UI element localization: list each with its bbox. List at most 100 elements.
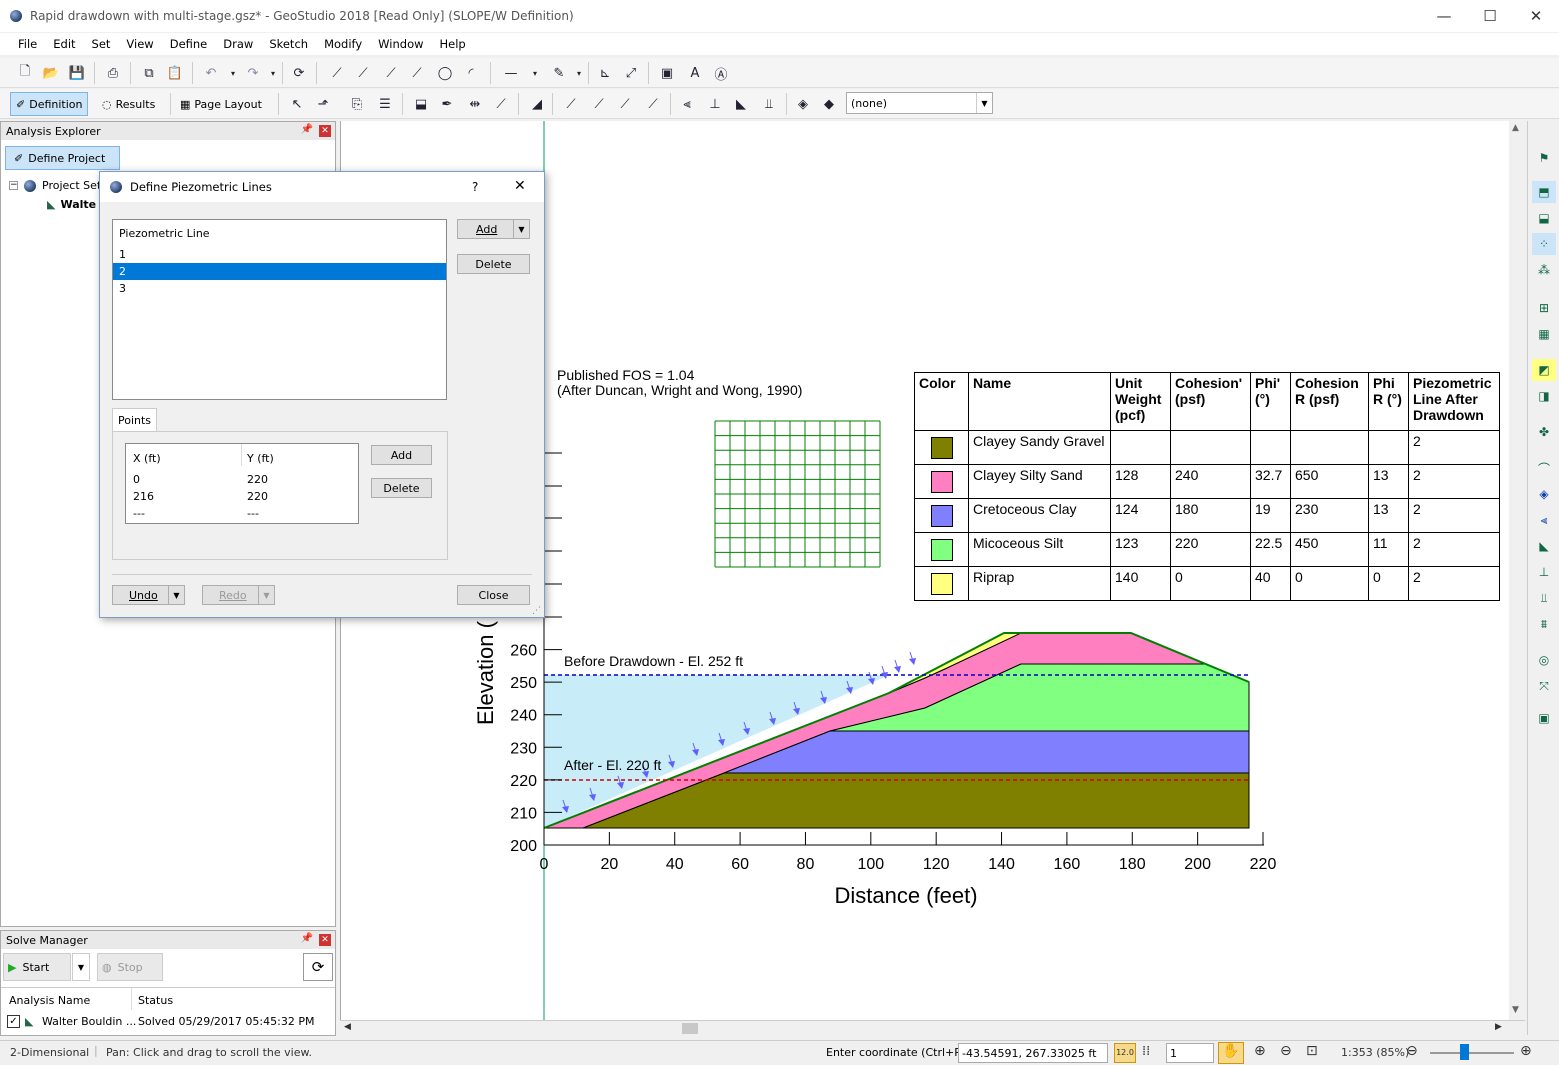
reinforcement-icon[interactable]: ⫫ <box>765 96 773 112</box>
ruler-icon[interactable]: 12.0 <box>1114 1043 1136 1063</box>
entry-exit-icon[interactable]: ⌒ <box>1537 461 1550 476</box>
menu-view[interactable]: View <box>126 37 154 51</box>
piezometric-line-item[interactable]: 1 <box>119 248 126 261</box>
analysis-checkbox[interactable]: ✓ <box>7 1015 20 1028</box>
menu-help[interactable]: Help <box>439 37 466 51</box>
save-icon[interactable]: 💾 <box>68 65 86 81</box>
table-grid-icon[interactable]: ▦ <box>1538 327 1550 341</box>
anchor-icon[interactable]: ⩩ <box>1540 616 1548 631</box>
label-icon[interactable]: Ⓐ <box>714 67 728 83</box>
redo-dropdown-icon[interactable]: ▾ <box>270 68 275 78</box>
properties-icon[interactable]: ☰ <box>379 96 391 112</box>
print-icon[interactable]: ⎙ <box>107 65 119 81</box>
chevron-down-icon[interactable]: ▼ <box>168 586 184 604</box>
close-icon[interactable]: ✕ <box>319 934 331 946</box>
scroll-up-icon[interactable]: ▲ <box>1512 123 1519 133</box>
scroll-down-icon[interactable]: ▼ <box>1512 1005 1519 1015</box>
text-icon[interactable]: A <box>690 65 700 81</box>
pan-hand-icon[interactable]: ✋ <box>1218 1042 1244 1064</box>
analysis-name-cell[interactable]: Walter Bouldin ... <box>42 1015 137 1028</box>
slip-surface-icon[interactable]: ⟋ <box>566 96 576 112</box>
scroll-thumb[interactable] <box>682 1023 698 1034</box>
piezometric-icon[interactable]: ⫷ <box>1540 512 1548 527</box>
undo-button[interactable]: Undo ▼ <box>112 585 185 605</box>
piezometric-icon[interactable]: ⫷ <box>683 96 691 112</box>
add-point-button[interactable]: Add <box>371 445 432 465</box>
tree-child[interactable]: ◣ Walte <box>47 198 96 211</box>
resize-grip-icon[interactable]: ⋰ <box>532 606 541 616</box>
zoom-plus-icon[interactable]: ⊕ <box>1520 1043 1532 1059</box>
menu-window[interactable]: Window <box>378 37 424 51</box>
materials-icon[interactable]: ◩ <box>1532 359 1556 381</box>
open-folder-icon[interactable]: 📂 <box>42 65 60 81</box>
dialog-close-icon[interactable]: ✕ <box>514 178 526 194</box>
surcharge-icon[interactable]: ◣ <box>736 96 746 112</box>
snap-spacing-input[interactable] <box>1166 1043 1214 1063</box>
point-x-cell[interactable]: 0 <box>133 473 140 486</box>
point-y-cell[interactable]: --- <box>247 507 259 520</box>
pore-pressure-icon[interactable]: ⊥ <box>709 96 721 112</box>
materials-icon[interactable]: ◢ <box>532 96 542 112</box>
chevron-down-icon[interactable]: ▼ <box>513 220 529 238</box>
menu-file[interactable]: File <box>18 37 38 51</box>
tree-collapse-icon[interactable]: − <box>9 180 18 190</box>
surcharge-icon[interactable]: ◣ <box>1539 539 1549 553</box>
paste-icon[interactable]: 📋 <box>166 65 184 81</box>
scroll-right-icon[interactable]: ▶ <box>1495 1022 1502 1032</box>
draw-line-icon[interactable]: ⟋ <box>358 65 368 81</box>
results-mode-button[interactable]: ◌ Results <box>96 92 161 116</box>
points-icon[interactable]: ⟋ <box>496 96 506 112</box>
point-x-cell[interactable]: --- <box>133 507 145 520</box>
menu-define[interactable]: Define <box>169 37 208 51</box>
axis-icon[interactable]: ⊾ <box>599 65 611 81</box>
close-icon[interactable]: ✕ <box>319 125 331 137</box>
menu-modify[interactable]: Modify <box>324 37 363 51</box>
slip-radius-icon[interactable]: ⟋ <box>648 96 658 112</box>
line-color-dropdown-icon[interactable]: ▾ <box>576 68 581 78</box>
menu-edit[interactable]: Edit <box>53 37 76 51</box>
define-project-button[interactable]: ✐ Define Project <box>5 146 120 170</box>
redo-icon[interactable]: ↷ <box>247 65 259 81</box>
piezometric-line-item[interactable]: 3 <box>119 282 126 295</box>
dimension-icon[interactable]: ⇹ <box>469 96 481 112</box>
draw-regions-icon[interactable]: ⬓ <box>414 96 428 112</box>
draw-arc-icon[interactable]: ◜ <box>468 65 474 81</box>
help-button[interactable]: ? <box>472 180 479 194</box>
undo-dropdown-icon[interactable]: ▾ <box>230 68 235 78</box>
menu-sketch[interactable]: Sketch <box>269 37 309 51</box>
copy-icon[interactable]: ⧉ <box>144 65 154 81</box>
redo-button[interactable]: Redo ▼ <box>202 585 275 605</box>
tab-points[interactable]: Points <box>112 408 157 432</box>
pin-icon[interactable]: 📌 <box>300 933 313 944</box>
graph-icon[interactable]: ⤢ <box>625 65 637 81</box>
tree-root[interactable]: − Project Set <box>9 179 101 192</box>
zoom-fit-icon[interactable]: ⊡ <box>1306 1043 1318 1059</box>
stop-button[interactable]: ◍ Stop <box>97 953 163 981</box>
picture-icon[interactable]: ▣ <box>660 65 674 81</box>
chevron-down-icon[interactable]: ▼ <box>258 586 274 604</box>
key-in-lines-icon[interactable]: ⁘ <box>1532 233 1556 255</box>
start-button[interactable]: ▶ Start <box>3 953 71 981</box>
undo-icon[interactable]: ↶ <box>205 65 217 81</box>
water-icon[interactable]: ◈ <box>1539 487 1549 501</box>
point-x-cell[interactable]: 216 <box>133 490 154 503</box>
draw-region-icon[interactable]: ⟋ <box>332 65 342 81</box>
menu-set[interactable]: Set <box>91 37 111 51</box>
sensitivity-icon[interactable]: ⤧ <box>1539 678 1549 693</box>
vertical-scrollbar[interactable]: ▲ ▼ <box>1509 121 1525 1020</box>
coordinate-input[interactable] <box>958 1043 1108 1063</box>
scroll-left-icon[interactable]: ◀ <box>344 1022 351 1032</box>
dialog-close-button[interactable]: Close <box>457 585 530 605</box>
draw-lines-icon[interactable]: ✒ <box>441 96 453 112</box>
add-line-button[interactable]: Add ▼ <box>457 219 530 239</box>
menu-draw[interactable]: Draw <box>223 37 254 51</box>
slip-surface-icon[interactable]: ✤ <box>1538 425 1550 439</box>
minimize-button[interactable]: — <box>1436 7 1452 25</box>
draw-point-icon[interactable]: ⟋ <box>386 65 396 81</box>
draw-circle-icon[interactable]: ◯ <box>437 65 453 81</box>
line-style-dropdown-icon[interactable]: ▾ <box>532 68 537 78</box>
zoom-slider-track[interactable] <box>1430 1052 1514 1054</box>
reinforcement-icon[interactable]: ⫫ <box>1540 590 1548 605</box>
slip-grid-icon[interactable]: ⟋ <box>620 96 630 112</box>
close-window-button[interactable]: ✕ <box>1529 7 1543 25</box>
